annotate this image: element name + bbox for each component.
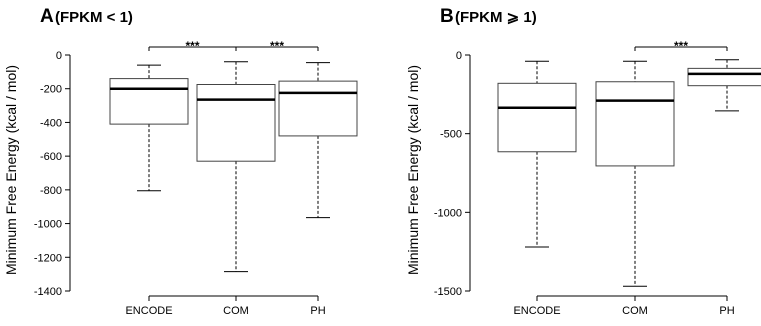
panel-a-y-tick-label: -1200 [34,252,62,264]
significance-label: *** [674,39,688,53]
iqr-box [196,84,276,162]
iqr-box [497,82,577,153]
iqr-box [687,67,761,87]
box-encode [497,60,577,248]
panel-a-y-axis-label: Minimum Free Energy (kcal / mol) [3,65,19,275]
panel-a: A (FPKM < 1) Minimum Free Energy (kcal /… [3,6,358,317]
panel-b-y-tick-label: -1000 [434,207,462,219]
significance-encode-com: *** [148,39,237,53]
significance-label: *** [185,39,199,53]
panel-b-title: (FPKM ⩾ 1) [455,9,537,26]
box-ph [278,62,358,219]
panel-a-y-tick-label: -400 [40,117,62,129]
panel-b-y-tick-label: -500 [440,129,462,141]
panel-b-x-tick-label: COM [622,305,648,317]
panel-a-marks: 0 -200 -400 -600 -800 -1000 -1200 -1400 ENCODE CO… [34,39,358,317]
significance-com-ph: *** [634,39,728,53]
iqr-box [595,81,675,167]
panel-a-y-tick-label: 0 [56,50,62,62]
panel-b-x-tick-label: PH [719,305,734,317]
panel-a-x-tick-label: ENCODE [125,305,172,317]
panel-a-y-tick-label: -800 [40,185,62,197]
significance-label: *** [270,39,284,53]
panel-a-x-tick-label: PH [310,305,325,317]
panel-b-y-axis-label: Minimum Free Energy (kcal / mol) [405,65,421,275]
panel-a-y-tick-label: -600 [40,151,62,163]
box-com [595,60,675,287]
box-com [196,61,276,273]
iqr-box [278,80,358,137]
panel-a-letter: A [40,6,54,27]
panel-b-letter: B [440,6,454,27]
panel-a-y-tick-label: -1000 [34,219,62,231]
significance-com-ph: *** [235,39,319,53]
panel-b-x-tick-label: ENCODE [513,305,560,317]
panel-a-title: (FPKM < 1) [55,9,133,26]
box-ph [687,59,761,112]
panel-b-y-tick-label: 0 [456,50,462,62]
panel-a-y-tick-label: -1400 [34,286,62,298]
panel-b: B (FPKM ⩾ 1) Minimum Free Energy (kcal /… [405,6,761,317]
panel-a-x-tick-label: COM [223,305,249,317]
box-encode [109,64,189,192]
panel-a-y-tick-label: -200 [40,84,62,96]
panel-b-marks: 0 -500 -1000 -1500 ENCODE COM PH *** [434,39,761,317]
iqr-box [109,78,189,125]
panel-b-y-tick-label: -1500 [434,286,462,298]
